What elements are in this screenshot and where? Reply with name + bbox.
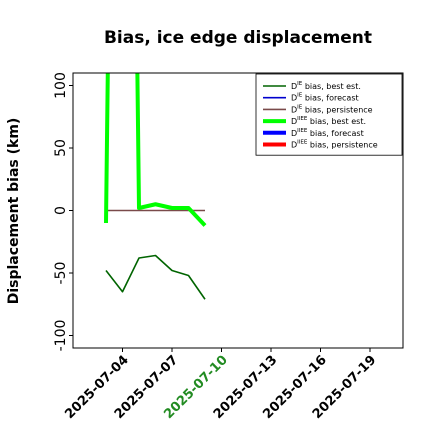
legend-label: DIE bias, forecast [291, 92, 359, 102]
y-tick-label: 50 [53, 139, 69, 157]
y-tick-label: 0 [53, 206, 69, 215]
y-axis-label: Displacement bias (km) [6, 118, 22, 305]
legend-label: DIIEE bias, persistence [291, 139, 378, 149]
legend-label: DIE bias, best est. [291, 81, 361, 91]
y-tick-label: -100 [53, 320, 69, 352]
series-line [104, 73, 207, 227]
legend-box [255, 73, 403, 156]
legend-label: DIIEE bias, best est. [291, 116, 366, 126]
plot-lines [104, 73, 207, 300]
y-tick-label: 100 [53, 72, 69, 99]
y-tick-label: -50 [53, 262, 69, 285]
legend-label: DIIEE bias, forecast [291, 127, 364, 137]
series-line [105, 254, 206, 300]
legend-label: DIE bias, persistence [291, 104, 373, 114]
chart-title: Bias, ice edge displacement [104, 28, 372, 48]
plot-frame [72, 72, 404, 349]
